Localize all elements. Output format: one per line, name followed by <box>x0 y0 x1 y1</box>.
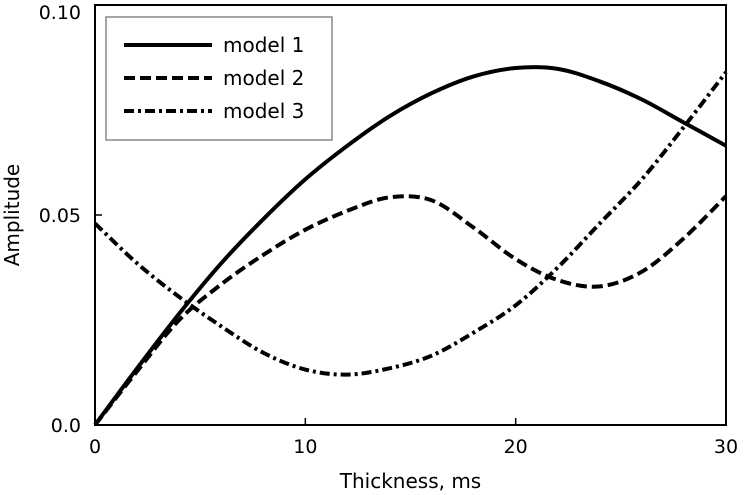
y-tick-label: 0.05 <box>39 205 81 227</box>
legend-label-1: model 1 <box>223 33 304 57</box>
series-lines <box>93 65 728 427</box>
x-tick-label: 10 <box>293 436 317 458</box>
axis-tick-labels: 0 10 20 30 0.0 0.05 0.10 <box>39 2 738 458</box>
series-line-1 <box>93 65 727 427</box>
legend-label-3: model 3 <box>223 99 304 123</box>
x-tick-label: 30 <box>714 436 738 458</box>
legend: model 1 model 2 model 3 <box>105 16 333 141</box>
axis-ticks <box>94 4 727 426</box>
x-axis-label: Thickness, ms <box>339 469 481 493</box>
y-tick-label: 0.10 <box>39 2 81 24</box>
y-tick-label: 0.0 <box>51 415 81 437</box>
y-axis-label: Amplitude <box>0 164 24 267</box>
series-line-2 <box>93 194 728 427</box>
legend-label-2: model 2 <box>223 66 304 90</box>
series-line-3 <box>93 70 728 377</box>
x-tick-label: 0 <box>89 436 101 458</box>
x-tick-label: 20 <box>504 436 528 458</box>
